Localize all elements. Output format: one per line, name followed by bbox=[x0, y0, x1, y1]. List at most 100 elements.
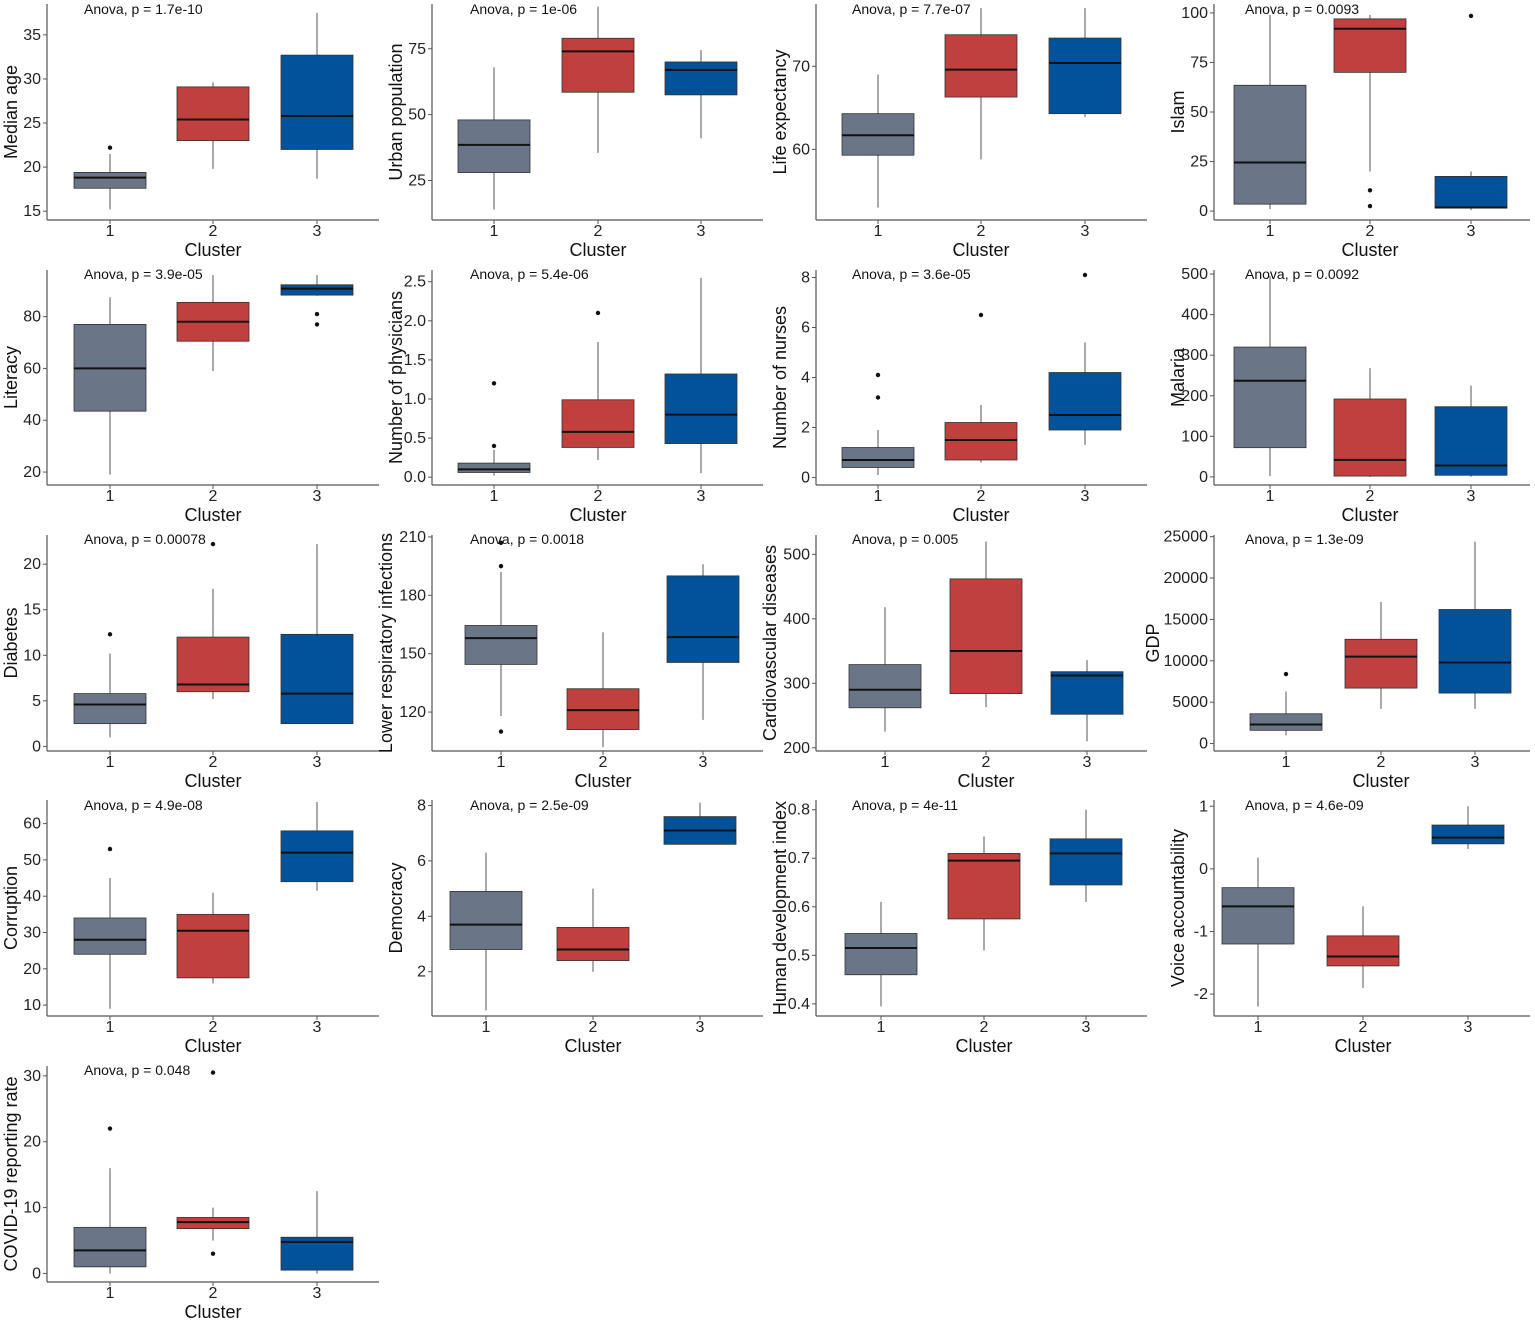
x-axis-title: Cluster bbox=[1341, 240, 1398, 260]
y-tick-label: 40 bbox=[23, 412, 41, 429]
outlier-point bbox=[1082, 272, 1088, 278]
x-tick-label: 1 bbox=[1266, 223, 1275, 240]
box-cluster-2 bbox=[561, 310, 635, 460]
x-tick-label: 1 bbox=[497, 754, 506, 771]
y-axis-title: Number of physicians bbox=[386, 291, 406, 464]
outlier-point bbox=[491, 381, 497, 386]
x-tick-label: 3 bbox=[313, 754, 322, 771]
x-tick-label: 3 bbox=[1081, 488, 1090, 505]
x-axis-title: Cluster bbox=[957, 771, 1014, 791]
y-axis-title: Lower respiratory infections bbox=[376, 533, 396, 753]
x-tick-label: 3 bbox=[1082, 1019, 1091, 1036]
y-tick-label: 20000 bbox=[1164, 570, 1209, 587]
x-axis-title: Cluster bbox=[1334, 1036, 1391, 1056]
y-tick-label: 0 bbox=[1199, 736, 1208, 753]
y-tick-label: 30 bbox=[23, 925, 41, 942]
outlier-point bbox=[314, 322, 320, 327]
x-tick-label: 1 bbox=[106, 223, 115, 240]
anova-annotation: Anova, p = 1e-06 bbox=[470, 1, 577, 17]
panel-5: 20 40 60 80 Literacy 1 2 3 Cluster Anova, p = 3.9… bbox=[1, 266, 379, 525]
x-tick-label: 2 bbox=[209, 1019, 218, 1036]
box-cluster-1 bbox=[457, 67, 531, 210]
iqr-box bbox=[1049, 838, 1123, 886]
x-axis-title: Cluster bbox=[1341, 505, 1398, 525]
box-cluster-2 bbox=[176, 82, 250, 169]
iqr-box bbox=[1233, 346, 1307, 449]
panel-9: 0 5 10 15 20 Diabetes 1 2 3 Cluster Anova, p = 0.0… bbox=[1, 531, 379, 791]
box-cluster-3 bbox=[1048, 272, 1122, 445]
y-axis-title: Median age bbox=[1, 65, 21, 159]
box-cluster-1 bbox=[841, 372, 915, 475]
x-tick-label: 3 bbox=[313, 1285, 322, 1302]
box-cluster-2 bbox=[556, 888, 630, 972]
x-tick-label: 1 bbox=[874, 488, 883, 505]
x-tick-label: 3 bbox=[1083, 754, 1092, 771]
y-tick-label: 0 bbox=[32, 1265, 41, 1282]
outlier-point bbox=[498, 729, 504, 734]
anova-annotation: Anova, p = 4e-11 bbox=[852, 797, 958, 813]
box-cluster-3 bbox=[280, 801, 354, 891]
x-tick-label: 3 bbox=[313, 488, 322, 505]
box-cluster-2 bbox=[176, 892, 250, 984]
anova-annotation: Anova, p = 2.5e-09 bbox=[470, 797, 589, 813]
y-tick-label: 10 bbox=[23, 1200, 41, 1217]
y-tick-label: 2.5 bbox=[404, 274, 426, 291]
y-axis-title: Literacy bbox=[1, 346, 21, 409]
box-cluster-3 bbox=[280, 12, 354, 179]
x-tick-label: 2 bbox=[1366, 223, 1375, 240]
y-tick-label: 500 bbox=[783, 546, 810, 563]
outlier-point bbox=[107, 846, 113, 852]
box-cluster-3 bbox=[663, 802, 737, 845]
x-tick-label: 3 bbox=[1467, 223, 1476, 240]
y-tick-label: 15 bbox=[23, 203, 41, 220]
outlier-point bbox=[1367, 203, 1373, 209]
box-cluster-3 bbox=[1050, 660, 1124, 742]
y-tick-label: 0 bbox=[32, 738, 41, 755]
iqr-box bbox=[176, 86, 250, 142]
y-tick-label: 5 bbox=[32, 693, 41, 710]
box-cluster-3 bbox=[664, 50, 738, 139]
x-axis-title: Cluster bbox=[952, 240, 1009, 260]
box-cluster-2 bbox=[176, 541, 250, 700]
y-axis-title: Corruption bbox=[1, 866, 21, 950]
x-tick-label: 2 bbox=[209, 488, 218, 505]
iqr-box bbox=[73, 1226, 147, 1268]
x-tick-label: 1 bbox=[106, 1285, 115, 1302]
x-tick-label: 2 bbox=[594, 488, 603, 505]
iqr-box bbox=[1050, 671, 1124, 715]
iqr-box bbox=[947, 852, 1021, 920]
y-axis-title: Democracy bbox=[386, 862, 406, 953]
x-tick-label: 1 bbox=[106, 754, 115, 771]
x-tick-label: 1 bbox=[1254, 1019, 1263, 1036]
panel-16: -2 -1 0 1 Voice accountability 1 2 3 Cluster Anov… bbox=[1168, 797, 1530, 1056]
y-tick-label: 1.5 bbox=[404, 352, 426, 369]
y-tick-label: 20 bbox=[23, 961, 41, 978]
box-cluster-1 bbox=[464, 540, 538, 734]
iqr-box bbox=[1344, 638, 1418, 689]
y-tick-label: 60 bbox=[23, 816, 41, 833]
x-tick-label: 3 bbox=[699, 754, 708, 771]
y-tick-label: 25 bbox=[408, 172, 426, 189]
iqr-box bbox=[1434, 406, 1508, 476]
y-tick-label: 40 bbox=[23, 888, 41, 905]
y-tick-label: 2.0 bbox=[404, 313, 426, 330]
outlier-point bbox=[210, 541, 216, 547]
y-axis-title: Cardiovascular diseases bbox=[760, 545, 780, 741]
y-tick-label: 2 bbox=[801, 420, 810, 437]
outlier-point bbox=[498, 563, 504, 569]
y-tick-label: 400 bbox=[1181, 307, 1208, 324]
y-tick-label: 75 bbox=[408, 41, 426, 58]
y-tick-label: 210 bbox=[399, 529, 426, 546]
x-axis-title: Cluster bbox=[184, 240, 241, 260]
box-cluster-2 bbox=[566, 632, 640, 748]
x-tick-label: 3 bbox=[1471, 754, 1480, 771]
x-axis-title: Cluster bbox=[1352, 771, 1409, 791]
anova-annotation: Anova, p = 1.7e-10 bbox=[84, 1, 203, 17]
box-cluster-2 bbox=[1326, 906, 1400, 988]
x-tick-label: 2 bbox=[977, 223, 986, 240]
y-tick-label: 4 bbox=[801, 370, 810, 387]
x-tick-label: 1 bbox=[482, 1019, 491, 1036]
y-tick-label: 100 bbox=[1181, 428, 1208, 445]
